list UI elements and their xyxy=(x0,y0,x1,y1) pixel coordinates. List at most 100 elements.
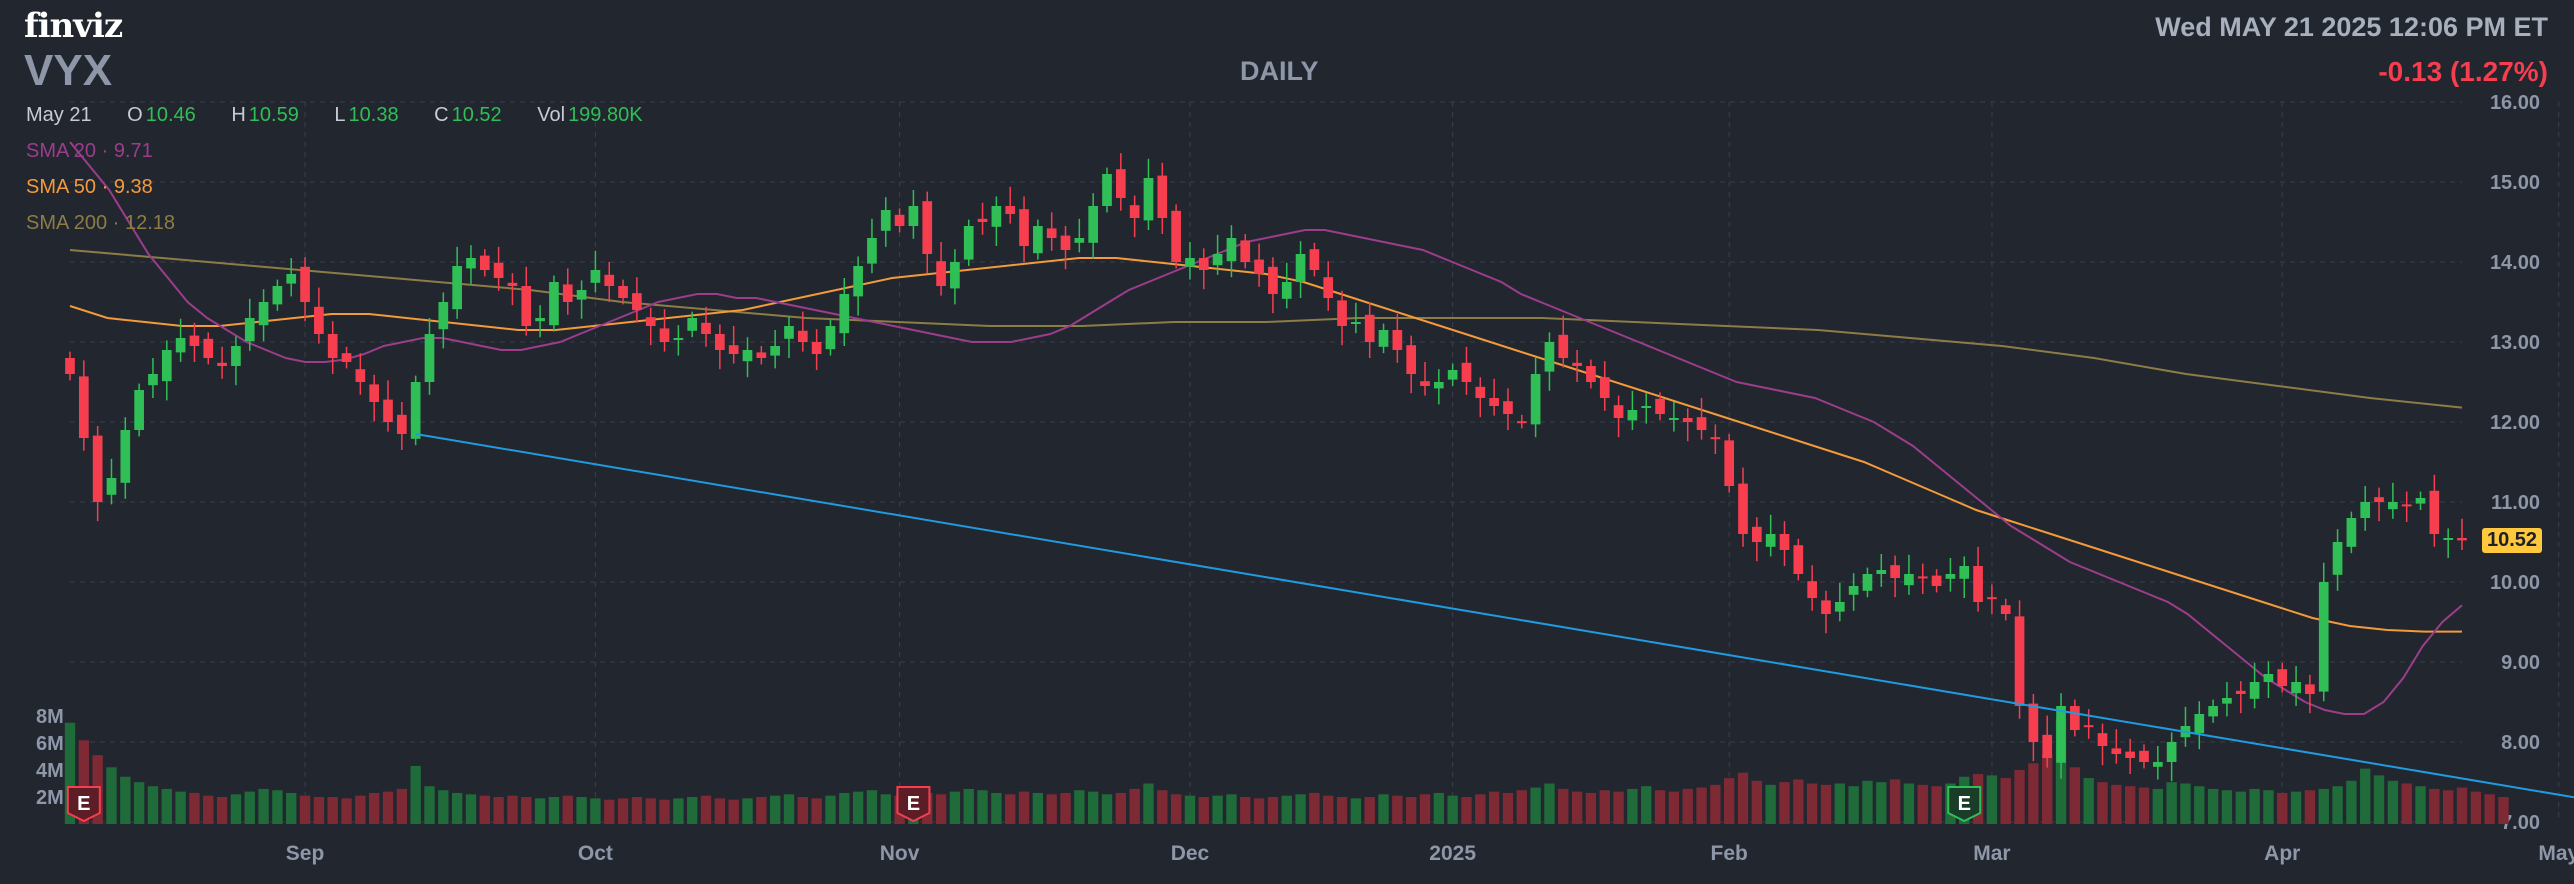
candle-body xyxy=(203,338,214,358)
volume-bar xyxy=(645,798,656,824)
volume-bar xyxy=(604,799,615,824)
volume-bar xyxy=(977,790,988,824)
candle-body xyxy=(2083,725,2094,728)
earnings-marker: E xyxy=(896,786,931,823)
candle-body xyxy=(2332,542,2343,575)
candle-body xyxy=(687,318,698,331)
volume-bar xyxy=(1558,788,1569,824)
volume-bar xyxy=(1765,784,1776,824)
candle-body xyxy=(1420,381,1430,386)
candle-body xyxy=(493,262,504,278)
date-tick-label: Feb xyxy=(1711,842,1748,865)
volume-bar xyxy=(1101,794,1113,824)
volume-bar xyxy=(1198,797,1209,824)
volume-bar xyxy=(2332,786,2343,824)
candle-body xyxy=(1987,597,1997,600)
sma200-legend[interactable]: SMA 200 · 12.18 xyxy=(26,212,176,234)
candle-body xyxy=(1309,249,1320,270)
volume-bar xyxy=(1682,788,1693,824)
candle-body xyxy=(1088,206,1099,243)
volume-bar xyxy=(534,798,546,824)
candle-body xyxy=(1157,175,1168,218)
finviz-logo[interactable]: finviz xyxy=(24,6,123,46)
volume-bar xyxy=(1516,790,1527,824)
candle-body xyxy=(1447,370,1458,380)
price-change: -0.13 (1.27%) xyxy=(2378,56,2548,87)
volume-bar xyxy=(1115,792,1127,824)
volume-bar xyxy=(161,788,172,824)
volume-bar xyxy=(1461,797,1472,824)
volume-label: Vol xyxy=(537,104,566,126)
volume-bar xyxy=(1018,791,1030,824)
candle-body xyxy=(2457,538,2467,541)
date-tick-label: Nov xyxy=(880,842,920,865)
volume-value: 199.80K xyxy=(568,104,643,126)
date-tick-label: Apr xyxy=(2264,842,2300,865)
candle-body xyxy=(936,261,946,286)
sma50-legend[interactable]: SMA 50 · 9.38 xyxy=(26,176,153,198)
price-tick-label: 15.00 xyxy=(2490,172,2540,194)
candle-body xyxy=(1655,398,1665,414)
volume-bar xyxy=(576,797,587,824)
candle-body xyxy=(2443,538,2454,540)
close-label: C xyxy=(434,104,449,126)
volume-bar xyxy=(1820,784,1832,824)
candle-body xyxy=(2097,733,2108,746)
candle-body xyxy=(825,326,836,350)
volume-bar xyxy=(1793,779,1804,824)
volume-bar xyxy=(479,795,490,824)
volume-bar xyxy=(631,797,643,824)
volume-bar xyxy=(880,794,891,824)
last-price-badge: 10.52 xyxy=(2482,528,2542,553)
volume-bar xyxy=(1585,792,1597,824)
candle-body xyxy=(2277,669,2288,686)
candle-body xyxy=(1046,228,1057,238)
candle-body xyxy=(148,374,158,386)
volume-bar xyxy=(521,797,532,824)
volume-bar xyxy=(1862,780,1873,824)
candle-body xyxy=(1848,586,1859,595)
candle-body xyxy=(2152,762,2163,767)
volume-bar xyxy=(1253,798,1265,824)
candle-body xyxy=(327,334,338,358)
candle-body xyxy=(2291,682,2301,694)
volume-bar xyxy=(493,797,504,824)
candle-body xyxy=(217,362,227,366)
candle-body xyxy=(770,346,780,356)
volume-bar xyxy=(1724,778,1735,824)
candle-body xyxy=(1724,440,1735,486)
candle-body xyxy=(2194,714,2205,734)
volume-bar xyxy=(617,798,629,824)
volume-bar xyxy=(1336,797,1348,824)
candle-body xyxy=(1752,526,1762,542)
volume-bar xyxy=(1323,795,1334,824)
timeframe-label[interactable]: DAILY xyxy=(1240,56,1319,86)
earnings-marker-label: E xyxy=(1958,793,1971,815)
volume-bar xyxy=(1986,775,1998,824)
volume-bar xyxy=(1668,791,1680,824)
volume-bar xyxy=(507,795,518,824)
candle-body xyxy=(1475,386,1486,398)
candle-body xyxy=(562,284,573,302)
volume-bar xyxy=(2166,782,2177,824)
candle-body xyxy=(1586,366,1596,382)
volume-bar xyxy=(1046,794,1057,824)
volume-bar xyxy=(991,792,1002,824)
volume-bar xyxy=(728,799,739,824)
sma20-legend[interactable]: SMA 20 · 9.71 xyxy=(26,140,153,162)
volume-bar xyxy=(451,792,463,824)
volume-bar xyxy=(1599,790,1610,824)
candle-body xyxy=(1959,566,1970,579)
candle-body xyxy=(1738,483,1748,534)
price-tick-label: 14.00 xyxy=(2490,252,2540,274)
candle-body xyxy=(839,294,850,334)
sma20-value: 9.71 xyxy=(113,140,153,162)
price-tick-label: 11.00 xyxy=(2491,492,2540,514)
price-tick-label: 9.00 xyxy=(2501,652,2540,674)
close-value: 10.52 xyxy=(451,104,502,126)
volume-bar xyxy=(1226,794,1237,824)
date-tick-label: Sep xyxy=(286,842,325,865)
volume-bar xyxy=(866,790,878,824)
